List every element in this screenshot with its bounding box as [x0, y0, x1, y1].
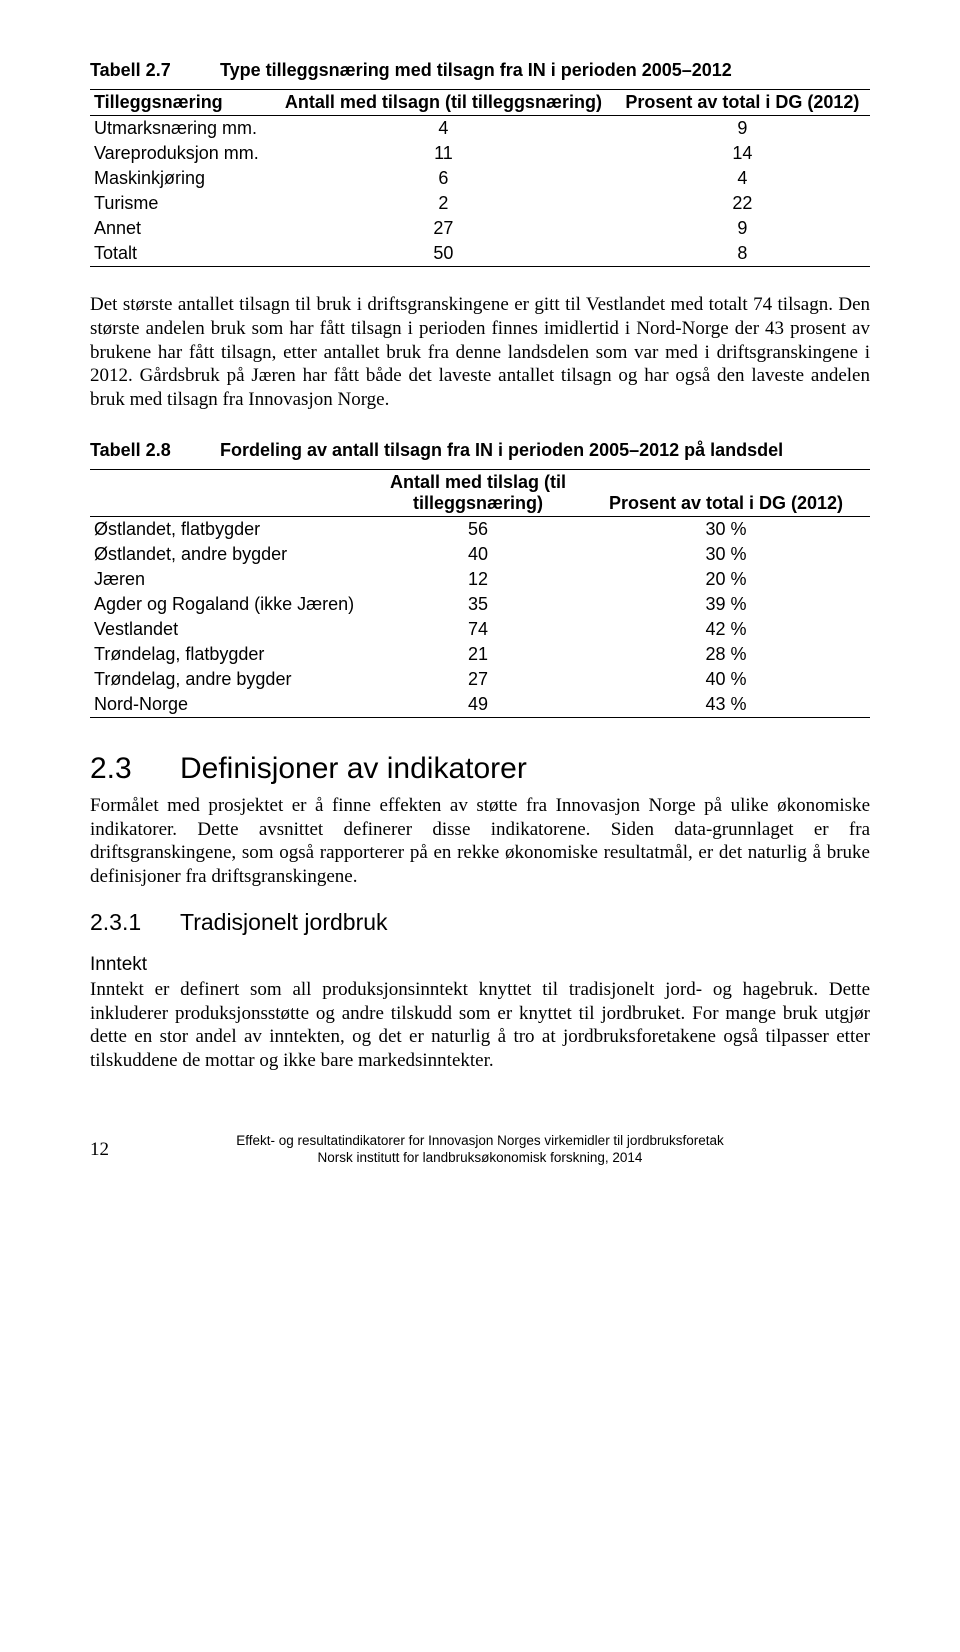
table-2-7-table: Tilleggsnæring Antall med tilsagn (til t… — [90, 89, 870, 267]
paragraph-after-t27: Det største antallet tilsagn til bruk i … — [90, 293, 870, 412]
table-row: Trøndelag, andre bygder2740 % — [90, 667, 870, 692]
page-footer: 12 Effekt- og resultatindikatorer for In… — [90, 1133, 870, 1167]
table-row: Trøndelag, flatbygder2128 % — [90, 642, 870, 667]
table-row: Turisme222 — [90, 191, 870, 216]
section-2-3-1-heading: 2.3.1Tradisjonelt jordbruk — [90, 909, 870, 936]
table-2-8-caption: Tabell 2.8 Fordeling av antall tilsagn f… — [90, 440, 870, 461]
table-row: Østlandet, andre bygder4030 % — [90, 542, 870, 567]
table-2-7-title: Type tilleggsnæring med tilsagn fra IN i… — [220, 60, 870, 81]
section-2-3-heading: 2.3Definisjoner av indikatorer — [90, 752, 870, 786]
table-row: Nord-Norge4943 % — [90, 692, 870, 718]
table-row: Agder og Rogaland (ikke Jæren)3539 % — [90, 592, 870, 617]
table-2-8-number: Tabell 2.8 — [90, 440, 220, 461]
table-row: Maskinkjøring64 — [90, 166, 870, 191]
inntekt-para: Inntekt er definert som all produksjonsi… — [90, 978, 870, 1073]
page-number: 12 — [90, 1139, 140, 1161]
footer-text: Effekt- og resultatindikatorer for Innov… — [140, 1133, 820, 1167]
t28-col-1: Antall med tilslag (til tilleggsnæring) — [374, 469, 582, 516]
table-2-7: Tabell 2.7 Type tilleggsnæring med tilsa… — [90, 60, 870, 267]
section-2-3-1-number: 2.3.1 — [90, 909, 180, 936]
section-2-3-title: Definisjoner av indikatorer — [180, 752, 527, 785]
footer-line-2: Norsk institutt for landbruksøkonomisk f… — [318, 1150, 643, 1165]
table-row: Vareproduksjon mm.1114 — [90, 141, 870, 166]
section-2-3-1-title: Tradisjonelt jordbruk — [180, 909, 388, 935]
section-2-3-para: Formålet med prosjektet er å finne effek… — [90, 794, 870, 889]
table-row: Utmarksnæring mm.49 — [90, 116, 870, 142]
table-row: Jæren1220 % — [90, 567, 870, 592]
table-row: Totalt508 — [90, 241, 870, 267]
footer-line-1: Effekt- og resultatindikatorer for Innov… — [236, 1133, 723, 1148]
t28-col-2: Prosent av total i DG (2012) — [582, 469, 870, 516]
table-2-8-table: Antall med tilslag (til tilleggsnæring) … — [90, 469, 870, 718]
table-row: Annet279 — [90, 216, 870, 241]
t28-col-0 — [90, 469, 374, 516]
table-row: Østlandet, flatbygder5630 % — [90, 516, 870, 542]
table-2-7-number: Tabell 2.7 — [90, 60, 220, 81]
table-2-8: Tabell 2.8 Fordeling av antall tilsagn f… — [90, 440, 870, 718]
section-2-3-number: 2.3 — [90, 752, 180, 786]
t27-col-0: Tilleggsnæring — [90, 90, 272, 116]
table-2-8-title: Fordeling av antall tilsagn fra IN i per… — [220, 440, 870, 461]
t27-col-2: Prosent av total i DG (2012) — [615, 90, 870, 116]
inntekt-subhead: Inntekt — [90, 954, 870, 976]
table-2-7-caption: Tabell 2.7 Type tilleggsnæring med tilsa… — [90, 60, 870, 81]
t27-col-1: Antall med tilsagn (til tilleggsnæring) — [272, 90, 615, 116]
table-row: Vestlandet7442 % — [90, 617, 870, 642]
